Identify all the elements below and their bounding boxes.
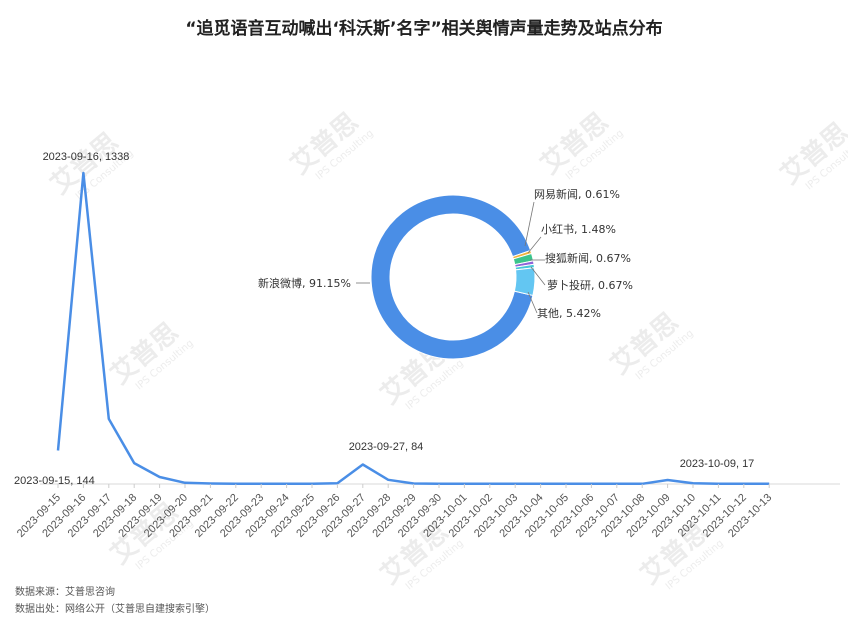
slice-label: 网易新闻, 0.61% bbox=[534, 187, 620, 201]
slice-label: 小红书, 1.48% bbox=[541, 223, 616, 236]
data-label: 2023-09-27, 84 bbox=[349, 441, 424, 453]
donut-slice bbox=[370, 194, 534, 360]
data-label: 2023-10-09, 17 bbox=[680, 458, 755, 470]
source-detail: 数据出处：网络公开（艾普思自建搜索引擎） bbox=[15, 604, 215, 615]
chart-title: “追觅语音互动喊出‘科沃斯’名字”相关舆情声量走势及站点分布 bbox=[185, 19, 663, 39]
donut-slice bbox=[513, 267, 536, 297]
slice-label: 新浪微博, 91.15% bbox=[258, 276, 351, 290]
leader-line bbox=[527, 291, 538, 314]
leader-line bbox=[530, 266, 546, 286]
data-label: 2023-09-15, 144 bbox=[14, 475, 95, 487]
leader-line bbox=[527, 236, 542, 254]
slice-label: 其他, 5.42% bbox=[537, 307, 601, 320]
slice-label: 搜狐新闻, 0.67% bbox=[545, 251, 631, 265]
leader-line bbox=[524, 201, 535, 247]
data-label: 2023-09-16, 1338 bbox=[43, 151, 130, 163]
series-line bbox=[56, 171, 770, 486]
source-note: 数据来源：艾普思咨询 bbox=[15, 587, 115, 598]
slice-label: 萝卜投研, 0.67% bbox=[547, 278, 633, 292]
donut-chart: 新浪微博, 91.15% 网易新闻, 0.61% 小红书, 1.48% 搜狐新闻, 0… bbox=[258, 187, 633, 360]
